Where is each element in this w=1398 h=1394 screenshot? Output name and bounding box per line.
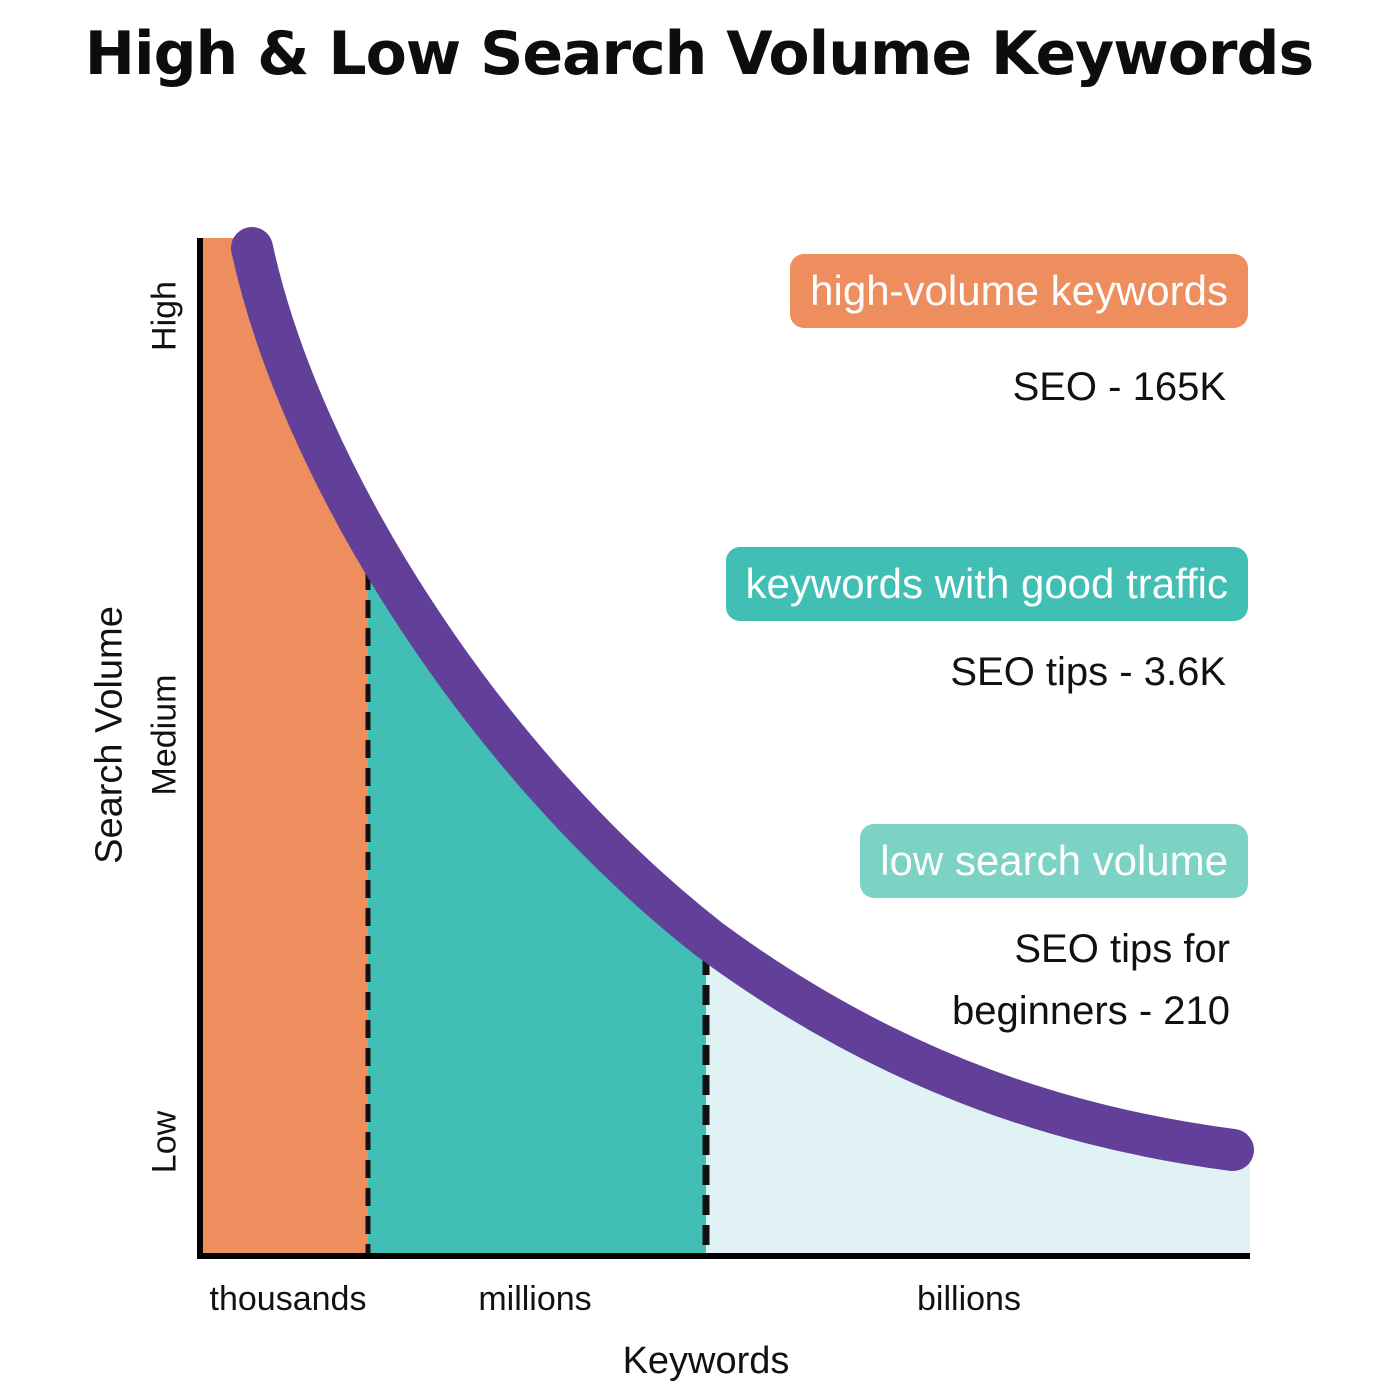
x-axis-label: Keywords — [622, 1340, 790, 1382]
volume-curve — [231, 227, 1254, 1171]
low-volume-example-line-2: beginners - 210 — [952, 989, 1230, 1033]
high-volume-keywords-badge: high-volume keywords — [790, 254, 1248, 328]
x-tick-millions: millions — [478, 1280, 592, 1318]
region-good-traffic — [368, 238, 706, 1256]
good-traffic-example: SEO tips - 3.6K — [950, 650, 1226, 694]
good-traffic-keywords-badge: keywords with good traffic — [725, 547, 1248, 621]
y-axis-label: Search Volume — [88, 606, 131, 864]
high-volume-example: SEO - 165K — [1012, 365, 1226, 409]
chart-title: High & Low Search Volume Keywords — [84, 19, 1314, 89]
y-tick-high: High — [145, 281, 184, 351]
low-volume-example: SEO tips for beginners - 210 — [952, 918, 1230, 1042]
y-tick-low: Low — [145, 1110, 184, 1174]
low-volume-example-line-1: SEO tips for — [1014, 927, 1230, 971]
low-search-volume-badge: low search volume — [860, 824, 1248, 898]
y-tick-medium: Medium — [145, 674, 184, 796]
x-tick-thousands: thousands — [209, 1280, 367, 1318]
x-tick-billions: billions — [917, 1280, 1021, 1318]
